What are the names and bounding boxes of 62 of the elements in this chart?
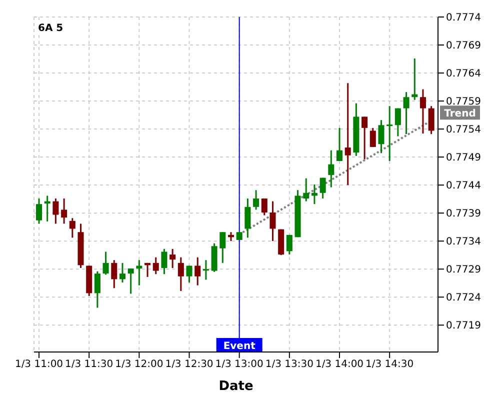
candlestick	[253, 189, 260, 210]
y-tick-label: 0.7719	[446, 320, 481, 332]
y-tick-label: 0.7769	[446, 40, 481, 52]
candlestick	[420, 88, 426, 134]
candlestick	[152, 256, 159, 275]
x-tick-label: 1/3 12:30	[165, 359, 214, 370]
candlestick	[328, 150, 334, 188]
series-label: Trend	[444, 108, 476, 120]
x-tick-label: 1/3 11:00	[14, 359, 64, 370]
candlestick	[370, 127, 376, 148]
y-tick-label: 0.7739	[446, 208, 481, 220]
candlestick	[178, 256, 184, 292]
ref-line-label: Event	[223, 341, 256, 352]
y-tick-label: 0.7729	[446, 264, 481, 276]
candlestick	[303, 178, 310, 202]
candlestick	[244, 198, 251, 238]
x-tick-label: 1/3 14:30	[366, 359, 414, 370]
y-tick-label: 0.7764	[446, 68, 481, 80]
candlestick	[344, 82, 351, 186]
x-tick-label: 1/3 13:00	[215, 359, 264, 370]
x-axis-title: Date	[218, 379, 254, 394]
candlestick	[378, 119, 384, 154]
x-tick-label: 1/3 11:30	[65, 359, 114, 370]
x-tick-label: 1/3 12:00	[115, 359, 164, 370]
candlestick	[428, 105, 434, 135]
candlestick	[202, 259, 209, 280]
candlestick	[320, 177, 326, 200]
candlestick	[94, 270, 100, 308]
candlestick	[286, 234, 292, 256]
x-tick-label: 1/3 14:00	[315, 359, 364, 370]
candlestick	[261, 198, 268, 216]
y-tick-label: 0.7749	[446, 152, 481, 164]
text: 6A 5	[38, 23, 64, 34]
candlestick	[403, 91, 410, 135]
y-tick-label: 0.7774	[446, 12, 481, 24]
candlestick	[311, 184, 318, 205]
candlestick	[394, 108, 401, 138]
candlestick	[194, 256, 201, 286]
candlestick	[128, 268, 134, 294]
x-tick-label: 1/3 13:30	[265, 359, 314, 370]
candlestick	[36, 198, 42, 224]
y-tick-label: 0.7734	[446, 236, 481, 248]
candlestick	[52, 198, 59, 224]
y-tick-label: 0.7744	[446, 180, 481, 192]
y-tick-label: 0.7724	[446, 292, 481, 304]
candlestick	[412, 58, 418, 101]
candlestick	[220, 231, 226, 264]
y-tick-label: 0.7754	[446, 124, 481, 136]
candlestick	[111, 259, 118, 289]
candlestick	[186, 264, 192, 284]
candlestick	[119, 262, 126, 284]
candlestick	[161, 248, 168, 275]
y-tick-label: 0.7759	[446, 96, 481, 108]
candlestick	[170, 248, 176, 269]
candlestick	[69, 217, 76, 238]
candlestick	[102, 250, 109, 276]
candlestick	[386, 105, 393, 162]
candlestick	[362, 116, 368, 160]
candlestick	[136, 259, 142, 286]
candlestick	[61, 198, 68, 224]
candlestick	[336, 127, 343, 162]
candlestick	[270, 200, 276, 242]
